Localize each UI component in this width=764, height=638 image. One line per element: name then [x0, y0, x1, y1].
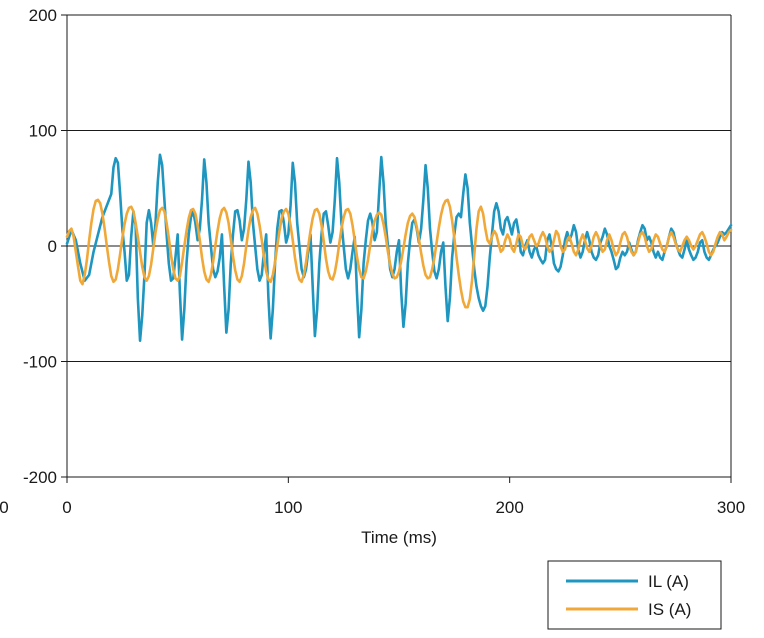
x-tick-label: 0 [62, 498, 71, 517]
y-tick-label: 0 [48, 237, 57, 256]
x-axis-label: Time (ms) [361, 528, 437, 547]
axes [66, 15, 732, 483]
x-tick-label: 100 [274, 498, 302, 517]
y-tick-labels: 200 100 0 -100 -200 [23, 6, 57, 487]
y-tick-label: 100 [29, 122, 57, 141]
x-tick-label: 200 [495, 498, 523, 517]
x-tick-label-extra: 0 [0, 498, 9, 517]
series-line-il [65, 153, 733, 343]
y-tick-label: -100 [23, 353, 57, 372]
series-line-is [65, 198, 733, 309]
legend-label: IL (A) [648, 572, 689, 591]
y-tick-label: -200 [23, 468, 57, 487]
x-tick-label: 300 [717, 498, 745, 517]
legend-label: IS (A) [648, 600, 691, 619]
grid-lines [61, 14, 731, 478]
x-tick-labels: 0 100 200 300 0 [0, 498, 745, 517]
series-lines [65, 153, 733, 343]
legend: IL (A) IS (A) [547, 560, 722, 630]
y-tick-label: 200 [29, 6, 57, 25]
legend-box [547, 560, 722, 630]
